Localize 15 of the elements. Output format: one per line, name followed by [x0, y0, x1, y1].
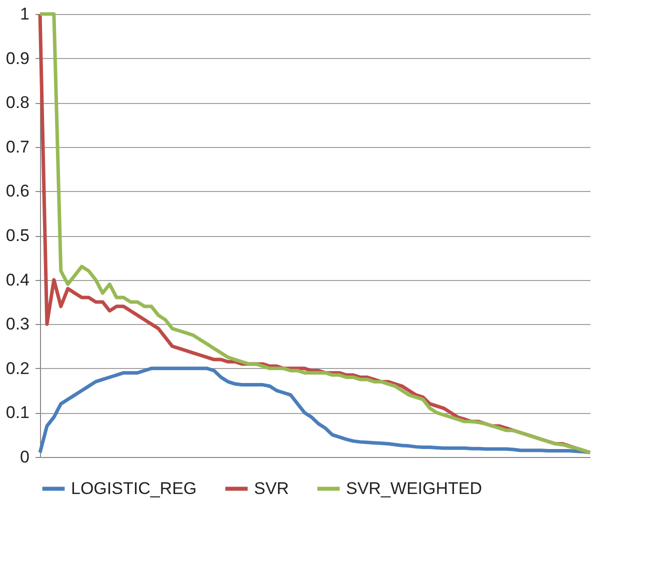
y-tick-label: 0.1 — [6, 403, 30, 422]
y-tick-label: 0.4 — [6, 270, 30, 290]
legend-label: SVR — [254, 478, 289, 498]
y-tick-label: 0.8 — [6, 93, 30, 112]
legend-label: SVR_WEIGHTED — [346, 478, 482, 498]
y-tick-label: 0.7 — [6, 137, 30, 156]
y-tick-label: 0.5 — [6, 226, 30, 245]
y-tick-label: 1 — [20, 4, 30, 24]
line-series — [38, 366, 592, 454]
y-tick-label: 0.6 — [6, 182, 30, 201]
y-tick-label: 0.3 — [6, 314, 30, 334]
y-tick-label: 0.9 — [6, 48, 30, 68]
legend-label: LOGISTIC_REG — [71, 478, 197, 498]
y-tick-label: 0 — [20, 448, 30, 466]
y-tick-label: 0.2 — [6, 358, 30, 378]
